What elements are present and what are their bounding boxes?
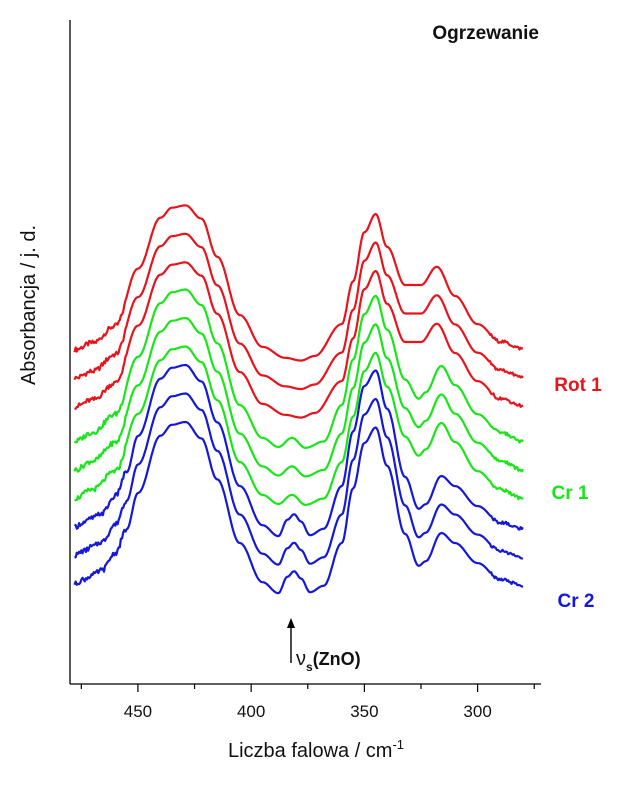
- annotation-sub: s: [306, 660, 313, 674]
- spectrum-line-cr1-5: [74, 345, 524, 506]
- chart-title: Ogrzewanie: [432, 23, 539, 44]
- x-tick-label: 450: [124, 702, 152, 721]
- x-tick-label: 400: [237, 702, 265, 721]
- spectrum-line-rot1-1: [73, 232, 524, 391]
- znO-annotation: νs(ZnO): [287, 618, 361, 674]
- x-tick-labels: 450 400 350 300: [124, 702, 492, 721]
- x-tick-label: 300: [463, 702, 491, 721]
- spectrum-line-cr1-4: [73, 316, 524, 478]
- spectrum-line-rot1-2: [74, 261, 524, 419]
- x-ticks: [80, 684, 535, 692]
- annotation-nu: ν: [296, 648, 306, 670]
- annotation-arrow-head: [287, 618, 295, 628]
- annotation-text: (ZnO): [313, 649, 361, 669]
- series-label-cr2: Cr 2: [558, 591, 595, 612]
- spectrum-line-cr2-8: [73, 420, 524, 595]
- series-label-rot1: Rot 1: [554, 375, 602, 396]
- spectrum-line-cr1-3: [73, 288, 524, 449]
- spectrum-line-cr2-6: [74, 363, 524, 538]
- spectrum-line-cr2-7: [74, 392, 524, 566]
- x-axis-title: Liczba falowa / cm-1: [228, 737, 404, 762]
- x-axis-title-sup: -1: [392, 737, 404, 752]
- spectrum-line-rot1-0: [73, 204, 523, 362]
- spectrum-lines: [73, 204, 524, 595]
- annotation-label: νs(ZnO): [296, 648, 361, 674]
- x-axis-title-main: Liczba falowa / cm: [228, 740, 393, 762]
- y-axis-title: Absorbancja / j. d.: [18, 225, 40, 385]
- x-tick-label: 350: [350, 702, 378, 721]
- series-label-cr1: Cr 1: [552, 483, 589, 504]
